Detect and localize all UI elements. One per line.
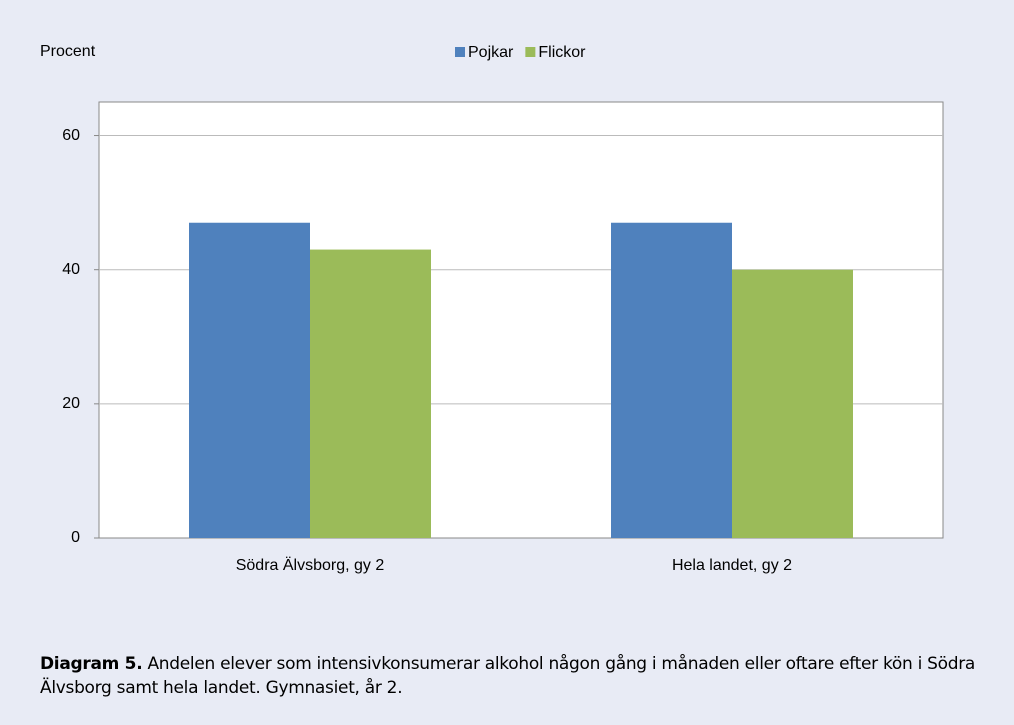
legend-swatch: [455, 47, 465, 57]
y-tick-label: 0: [71, 529, 80, 546]
y-tick-label: 60: [62, 127, 80, 144]
y-axis-label: Procent: [40, 43, 96, 60]
bar: [189, 222, 310, 538]
x-tick-label: Södra Älvsborg, gy 2: [236, 556, 385, 574]
legend-label: Pojkar: [468, 44, 514, 61]
bar: [611, 222, 732, 538]
legend-label: Flickor: [538, 44, 586, 61]
bar: [732, 269, 853, 538]
bar: [310, 249, 431, 539]
caption: Diagram 5. Andelen elever som intensivko…: [40, 652, 990, 700]
y-tick-label: 20: [62, 395, 80, 412]
y-tick-label: 40: [62, 261, 80, 278]
caption-text: Andelen elever som intensivkonsumerar al…: [40, 654, 976, 698]
chart: Procent 0 20 40 60 Södra Älvsborg, gy 2 Hela …: [40, 43, 944, 574]
x-tick-label: Hela landet, gy 2: [672, 557, 792, 574]
caption-label: Diagram 5.: [40, 654, 143, 674]
legend-swatch: [525, 47, 536, 57]
